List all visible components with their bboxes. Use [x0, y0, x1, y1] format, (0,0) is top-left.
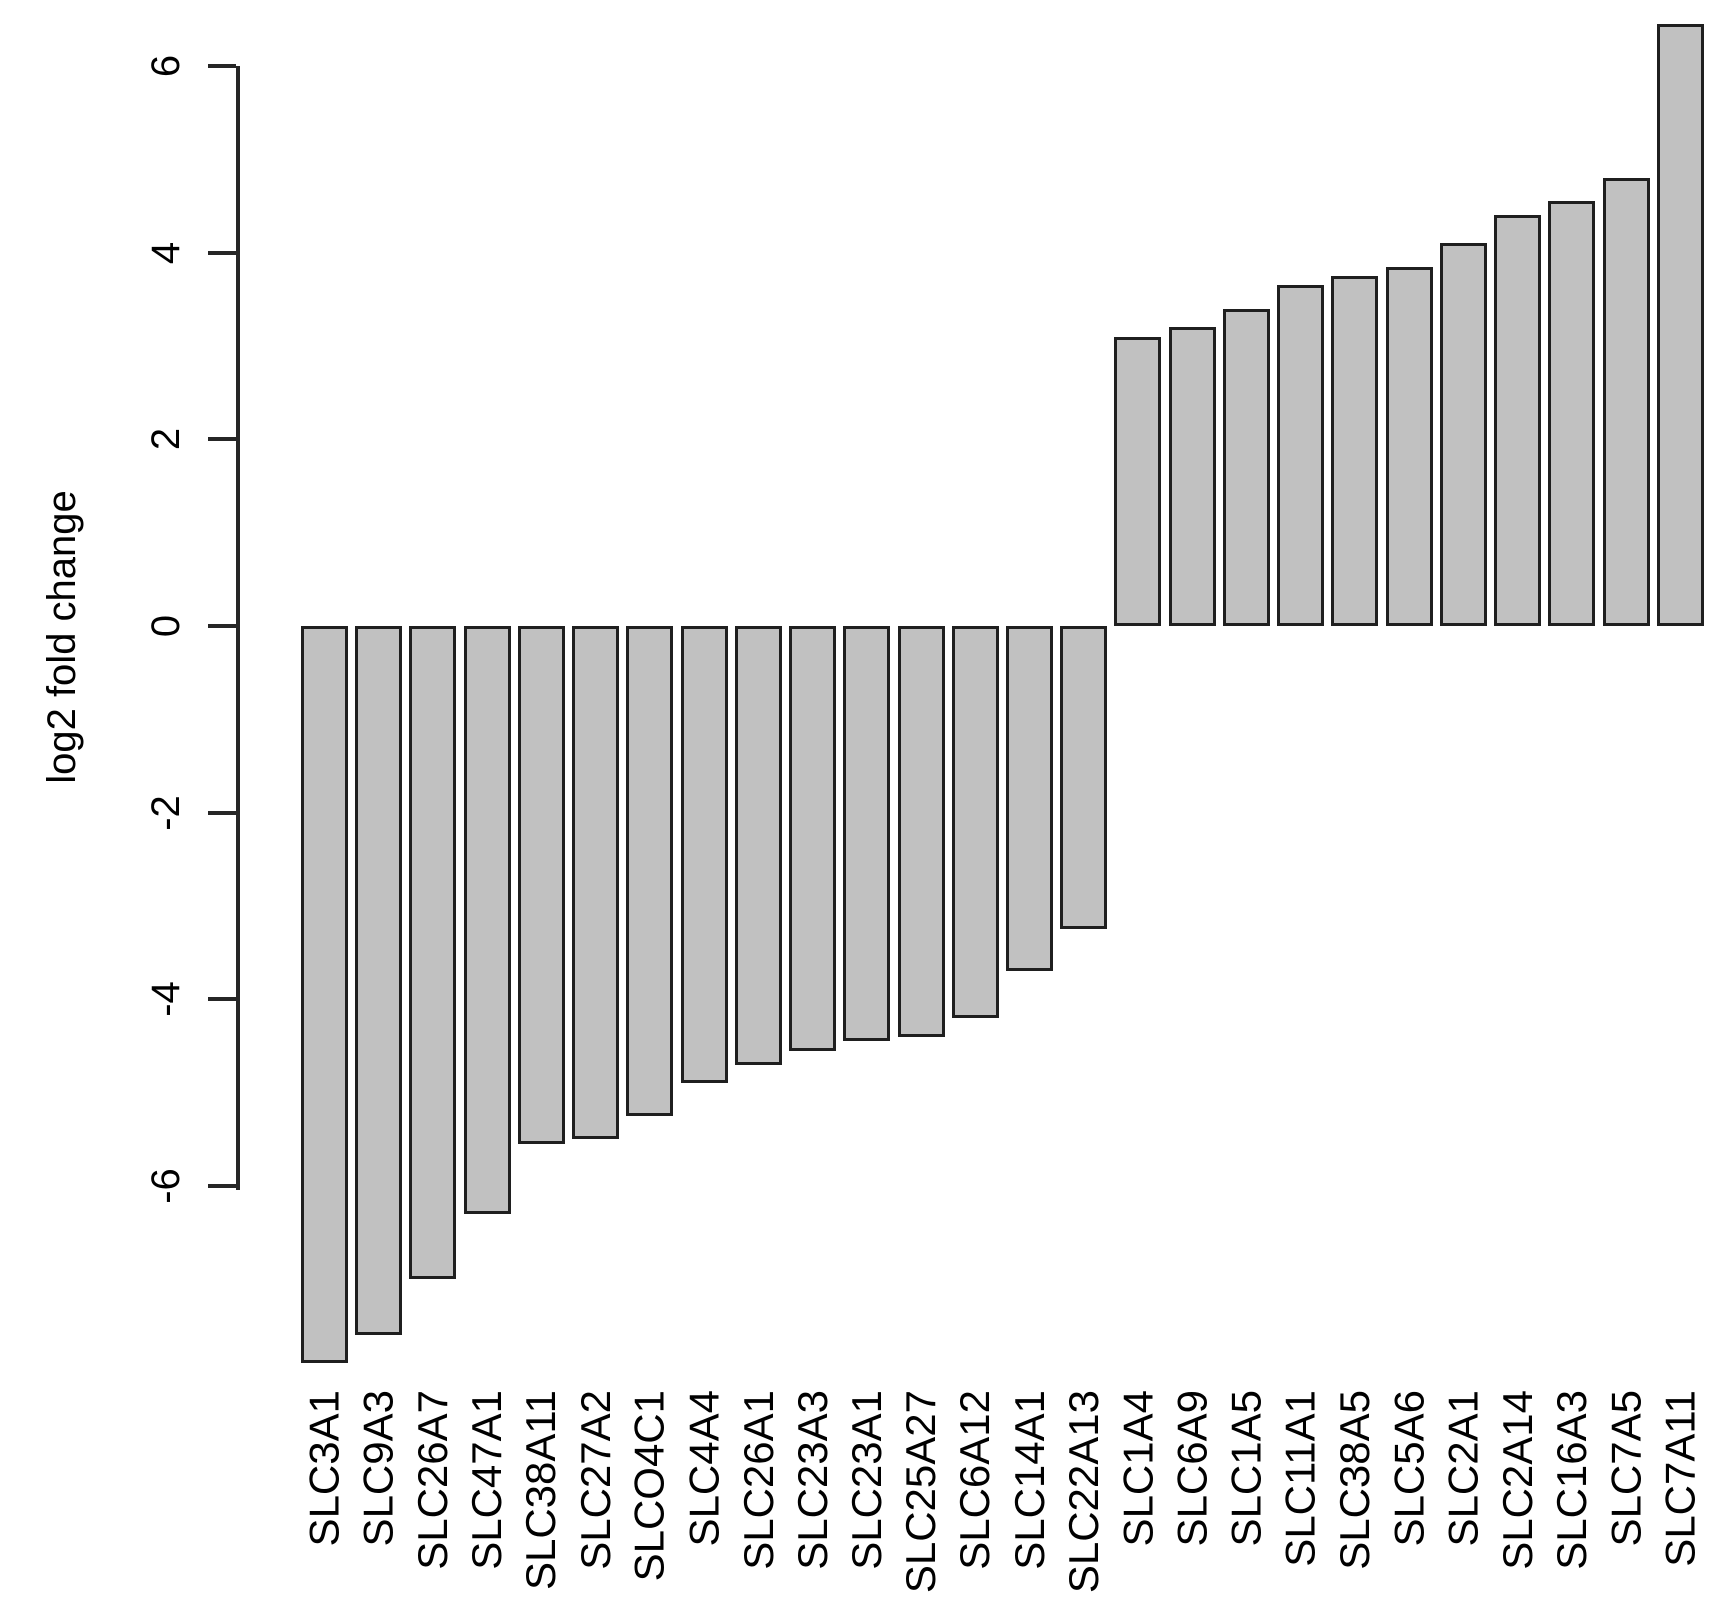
- bar-SLC6A12: [951, 626, 999, 1018]
- y-tick-label: 0: [144, 614, 188, 638]
- bar-SLC25A27: [897, 626, 945, 1037]
- y-tick-label: -4: [144, 981, 188, 1018]
- x-tick-label: SLC7A11: [1656, 1390, 1704, 1567]
- x-tick-label: SLC2A1: [1439, 1390, 1487, 1547]
- y-tick-label: 2: [144, 428, 188, 451]
- x-tick-label: SLC14A1: [1005, 1390, 1053, 1570]
- x-tick-label: SLC1A4: [1113, 1390, 1161, 1547]
- y-tick-label: -2: [144, 794, 188, 831]
- y-tick-label: 4: [144, 241, 188, 264]
- bar-SLC23A1: [843, 626, 891, 1042]
- x-tick-label: SLC23A3: [788, 1390, 836, 1570]
- x-tick-label: SLC5A6: [1385, 1390, 1433, 1547]
- x-tick-label: SLC26A7: [408, 1390, 456, 1570]
- x-tick-label: SLC9A3: [354, 1390, 402, 1547]
- x-tick-label: SLC22A13: [1059, 1390, 1107, 1594]
- bar-SLC26A1: [734, 626, 782, 1065]
- x-tick-label: SLC38A5: [1330, 1390, 1378, 1570]
- bar-SLC7A11: [1656, 24, 1704, 626]
- x-tick-label: SLC38A11: [517, 1390, 565, 1591]
- bar-SLCO4C1: [626, 626, 674, 1116]
- x-tick-label: SLC25A27: [897, 1390, 945, 1594]
- bar-SLC7A5: [1602, 178, 1650, 626]
- x-tick-label: SLC11A1: [1276, 1390, 1324, 1567]
- bar-SLC38A5: [1331, 276, 1379, 626]
- bar-SLC3A1: [301, 626, 348, 1364]
- y-axis-line: [236, 66, 240, 1190]
- x-tick-label: SLC27A2: [571, 1390, 619, 1570]
- bar-SLC1A5: [1222, 308, 1270, 626]
- bar-SLC14A1: [1005, 626, 1053, 972]
- bar-SLC38A11: [517, 626, 565, 1144]
- bar-SLC23A3: [789, 626, 837, 1051]
- y-tick-mark: [208, 997, 236, 1002]
- x-tick-label: SLC23A1: [842, 1390, 890, 1570]
- y-tick-mark: [208, 1183, 236, 1188]
- bar-SLC16A3: [1548, 201, 1596, 626]
- bar-SLC4A4: [680, 626, 728, 1084]
- x-tick-label: SLC7A5: [1602, 1390, 1650, 1547]
- y-tick-mark: [208, 810, 236, 815]
- bar-SLC2A1: [1439, 243, 1487, 626]
- bar-SLC27A2: [572, 626, 620, 1140]
- bar-SLC11A1: [1277, 285, 1325, 626]
- bar-SLC5A6: [1385, 266, 1433, 626]
- y-tick-mark: [208, 624, 236, 628]
- y-tick-mark: [208, 250, 236, 255]
- bar-SLC6A9: [1168, 327, 1216, 626]
- bar-SLC2A14: [1494, 215, 1542, 626]
- x-tick-label: SLC16A3: [1547, 1390, 1595, 1570]
- x-tick-label: SLCO4C1: [625, 1390, 673, 1582]
- bar-SLC47A1: [463, 626, 511, 1214]
- y-axis-title: log2 fold change: [40, 490, 84, 784]
- y-tick-mark: [208, 437, 236, 442]
- bar-SLC26A7: [409, 626, 457, 1280]
- bar-SLC9A3: [355, 626, 403, 1336]
- x-tick-label: SLC2A14: [1493, 1390, 1541, 1570]
- x-tick-label: SLC47A1: [463, 1390, 511, 1570]
- bar-SLC22A13: [1060, 626, 1108, 930]
- x-tick-label: SLC6A12: [951, 1390, 999, 1570]
- y-tick-label: -6: [144, 1168, 188, 1204]
- x-tick-label: SLC4A4: [680, 1390, 728, 1547]
- x-tick-label: SLC3A1: [300, 1390, 348, 1547]
- y-tick-mark: [208, 64, 236, 69]
- x-tick-label: SLC6A9: [1168, 1390, 1216, 1547]
- y-tick-label: 6: [144, 54, 188, 78]
- bar-SLC1A4: [1114, 336, 1162, 626]
- x-tick-label: SLC26A1: [734, 1390, 782, 1570]
- x-tick-label: SLC1A5: [1222, 1390, 1270, 1547]
